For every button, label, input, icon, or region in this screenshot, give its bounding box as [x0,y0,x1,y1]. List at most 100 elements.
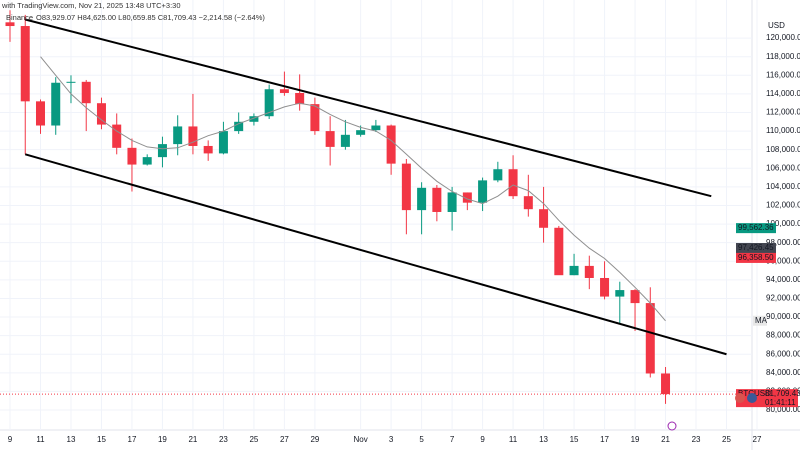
x-tick-label: 7 [450,435,455,444]
price-label-bg [736,252,776,263]
x-tick-label: 25 [722,435,731,444]
candle-body [417,187,427,211]
x-tick-label: 5 [419,435,424,444]
candle-body [539,209,549,228]
ma-tag: MA [755,316,768,325]
axes: 80,000.0082,000.0084,000.0086,000.0088,0… [8,33,800,444]
candle-body [356,130,366,135]
candle-body [173,126,183,145]
y-tick-label: 108,000.00 [766,145,800,154]
x-tick-label: 23 [692,435,701,444]
y-tick-label: 102,000.00 [766,201,800,210]
x-tick-label: 17 [600,435,609,444]
x-tick-label: 27 [753,435,762,444]
candle-body [569,265,579,276]
y-tick-label: 84,000.00 [766,368,800,377]
y-tick-label: 80,000.00 [766,405,800,414]
candle-body [508,169,518,197]
candle-body [432,187,442,212]
grid [0,0,758,430]
y-tick-label: 86,000.00 [766,349,800,358]
candle-body [401,163,411,211]
candle-body [20,26,30,102]
candle-body [249,116,259,122]
candle-body [462,192,472,203]
candle-body [5,22,15,27]
y-tick-label: 112,000.00 [766,108,800,117]
y-tick-label: 118,000.00 [766,52,800,61]
candle-body [371,125,381,131]
candle-body [523,196,533,210]
candle-body [325,131,335,147]
last-price: 81,709.43 [765,389,800,398]
y-tick-label: 96,000.00 [766,256,800,265]
ohlc: O83,929.07 H84,625.00 L80,659.85 C81,709… [36,13,265,22]
moving-average [40,56,666,322]
y-tick-label: 100,000.00 [766,219,800,228]
x-tick-label: 21 [661,435,670,444]
flag-icon[interactable] [747,393,757,403]
ma-tag-bg [753,315,767,326]
y-tick-label: 120,000.00 [766,33,800,42]
x-tick-label: Nov [354,435,368,444]
candle-body [142,157,152,165]
candle-body [493,169,503,181]
candle-body [66,81,76,83]
candle-body [35,101,45,126]
source: with TradingView.com, Nov 21, 2025 13:48… [1,1,181,10]
candle-body [661,373,671,395]
x-tick-label: 29 [310,435,319,444]
x-tick-label: 3 [389,435,394,444]
x-tick-label: 19 [158,435,167,444]
x-tick-label: 17 [128,435,137,444]
price-label-bg [736,223,776,234]
candle-body [96,103,106,125]
x-tick-label: 23 [219,435,228,444]
candle-body [127,147,137,165]
y-tick-label: 92,000.00 [766,294,800,303]
candle-body [279,89,289,93]
event-icon[interactable] [667,421,677,431]
x-tick-label: 19 [631,435,640,444]
channel-line [24,18,712,198]
candle-body [234,121,244,132]
candle-body [295,92,305,105]
candle-body [264,89,274,117]
x-tick-label: 13 [67,435,76,444]
x-tick-label: 9 [8,435,13,444]
currency: USD [768,21,785,30]
y-tick-label: 104,000.00 [766,182,800,191]
candle-body [645,303,655,374]
candle-body [600,277,610,297]
y-tick-label: 88,000.00 [766,331,800,340]
x-tick-label: 13 [539,435,548,444]
x-tick-label: 25 [249,435,258,444]
candle-body [478,180,488,203]
candle-body [584,265,594,278]
candle-body [51,82,61,126]
candle-body [386,125,396,164]
y-tick-label: 90,000.00 [766,312,800,321]
x-tick-label: 21 [188,435,197,444]
candle-body [554,227,564,276]
candle-body [203,145,213,154]
candle-body [340,134,350,147]
candle-body [188,126,198,146]
price-label-bg [736,242,776,253]
candle-body [447,192,457,212]
candle-body [615,290,625,297]
x-tick-label: 9 [480,435,485,444]
candle-body [310,104,320,132]
candle-body [81,81,91,104]
y-tick-label: 116,000.00 [766,70,800,79]
y-tick-label: 114,000.00 [766,89,800,98]
x-tick-label: 11 [36,435,45,444]
candle-body [157,144,167,158]
x-tick-label: 15 [97,435,106,444]
y-tick-label: 106,000.00 [766,163,800,172]
flag-icon[interactable] [735,393,745,403]
countdown: 01:41:11 [765,398,796,407]
candle-body [218,131,228,154]
candle-body [112,124,122,148]
